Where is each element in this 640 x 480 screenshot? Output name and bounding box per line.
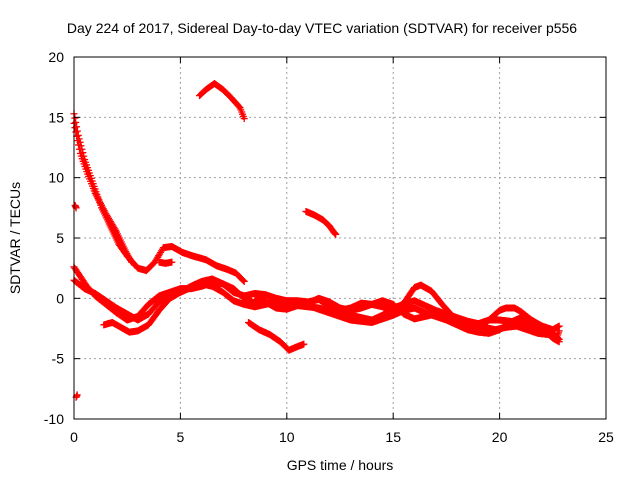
data-point xyxy=(300,340,308,348)
x-tick-labels: 0 5 10 15 20 25 xyxy=(70,429,614,445)
y-tick-label: 0 xyxy=(56,290,64,306)
data-point xyxy=(331,230,339,238)
data-point xyxy=(74,137,82,145)
data-point xyxy=(72,118,80,126)
series-track-3 xyxy=(71,201,80,212)
x-tick-label: 15 xyxy=(385,429,401,445)
series-track-2 xyxy=(70,119,135,266)
x-tick-label: 25 xyxy=(598,429,614,445)
x-axis-label: GPS time / hours xyxy=(287,457,394,473)
data-point xyxy=(112,226,120,234)
grid xyxy=(74,57,606,419)
chart-title: Day 224 of 2017, Sidereal Day-to-day VTE… xyxy=(67,20,577,36)
data-point xyxy=(239,277,247,285)
data-point xyxy=(71,114,79,122)
series-track-4 xyxy=(155,258,176,267)
data-point xyxy=(554,334,562,342)
ticks xyxy=(73,56,607,420)
series-track-6 xyxy=(302,207,340,238)
data-point xyxy=(71,124,79,132)
data-point xyxy=(75,145,83,153)
y-tick-label: 15 xyxy=(48,109,64,125)
x-tick-label: 10 xyxy=(279,429,295,445)
y-tick-label: -10 xyxy=(44,411,64,427)
data-points xyxy=(70,80,563,401)
y-tick-label: -5 xyxy=(52,351,65,367)
series-track-11 xyxy=(251,291,563,343)
data-point xyxy=(168,258,176,266)
data-point xyxy=(240,277,248,285)
data-point xyxy=(555,335,563,343)
data-point xyxy=(75,141,83,149)
data-point xyxy=(240,115,248,123)
data-point xyxy=(73,391,81,399)
data-point xyxy=(555,322,563,330)
data-point xyxy=(332,230,340,238)
y-tick-labels: -10 -5 0 5 10 15 20 xyxy=(44,49,64,427)
y-tick-label: 5 xyxy=(56,230,64,246)
x-tick-label: 20 xyxy=(492,429,508,445)
y-tick-label: 20 xyxy=(48,49,64,65)
series-track-10 xyxy=(244,318,308,354)
data-point xyxy=(127,258,135,266)
y-tick-label: 10 xyxy=(48,170,64,186)
data-point xyxy=(330,229,338,237)
data-point xyxy=(72,128,80,136)
x-tick-label: 5 xyxy=(177,429,185,445)
series-track-5 xyxy=(196,80,248,123)
x-tick-label: 0 xyxy=(70,429,78,445)
y-axis-label: SDTVAR / TECUs xyxy=(7,182,23,294)
